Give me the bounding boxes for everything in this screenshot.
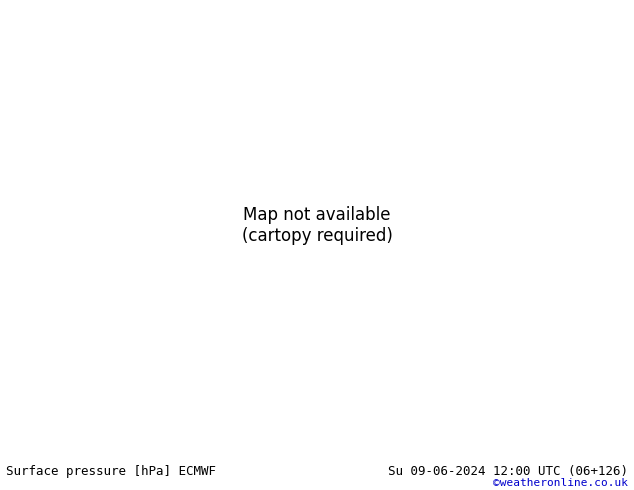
Text: Map not available
(cartopy required): Map not available (cartopy required)	[242, 206, 392, 245]
Text: ©weatheronline.co.uk: ©weatheronline.co.uk	[493, 478, 628, 488]
Text: Surface pressure [hPa] ECMWF: Surface pressure [hPa] ECMWF	[6, 465, 216, 478]
Text: Su 09-06-2024 12:00 UTC (06+126): Su 09-06-2024 12:00 UTC (06+126)	[387, 465, 628, 478]
